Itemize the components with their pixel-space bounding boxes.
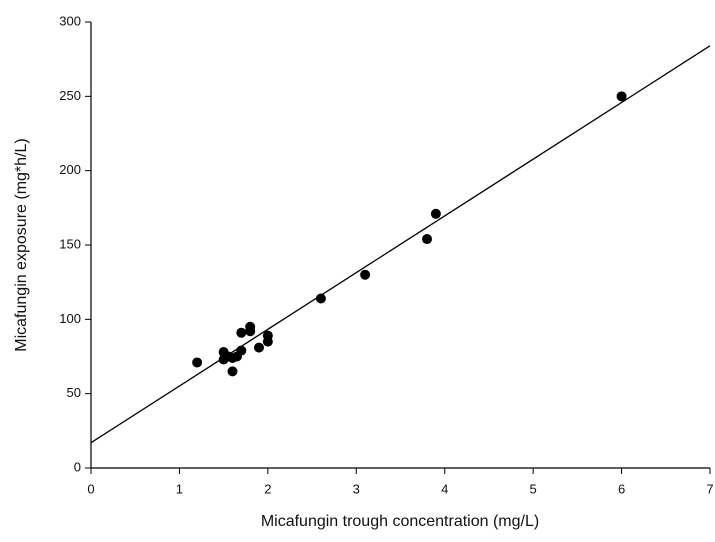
point [315, 293, 326, 304]
x-tick-label: 6 [618, 481, 625, 496]
y-tick-label: 200 [59, 162, 81, 177]
y-axis-label: Micafungin exposure (mg*h/L) [13, 138, 30, 351]
y-tick-label: 150 [59, 236, 81, 251]
point [236, 327, 247, 338]
x-axis-label: Micafungin trough concentration (mg/L) [261, 513, 539, 530]
x-tick-label: 7 [706, 481, 713, 496]
y-tick-label: 100 [59, 311, 81, 326]
point [254, 342, 265, 353]
point [422, 234, 433, 245]
x-tick-label: 4 [441, 481, 448, 496]
x-tick-label: 1 [176, 481, 183, 496]
y-tick-label: 50 [67, 385, 81, 400]
x-tick-label: 0 [87, 481, 94, 496]
y-tick-label: 300 [59, 13, 81, 28]
x-tick-label: 3 [353, 481, 360, 496]
point [236, 345, 247, 356]
fit-line [90, 45, 711, 444]
point [430, 208, 441, 219]
point [192, 357, 203, 368]
point [245, 321, 256, 332]
point [227, 366, 238, 377]
point [360, 269, 371, 280]
y-tick-label: 0 [74, 459, 81, 474]
y-tick-label: 250 [59, 88, 81, 103]
point [262, 330, 273, 341]
point [616, 91, 627, 102]
x-tick-label: 2 [264, 481, 271, 496]
x-tick-label: 5 [530, 481, 537, 496]
